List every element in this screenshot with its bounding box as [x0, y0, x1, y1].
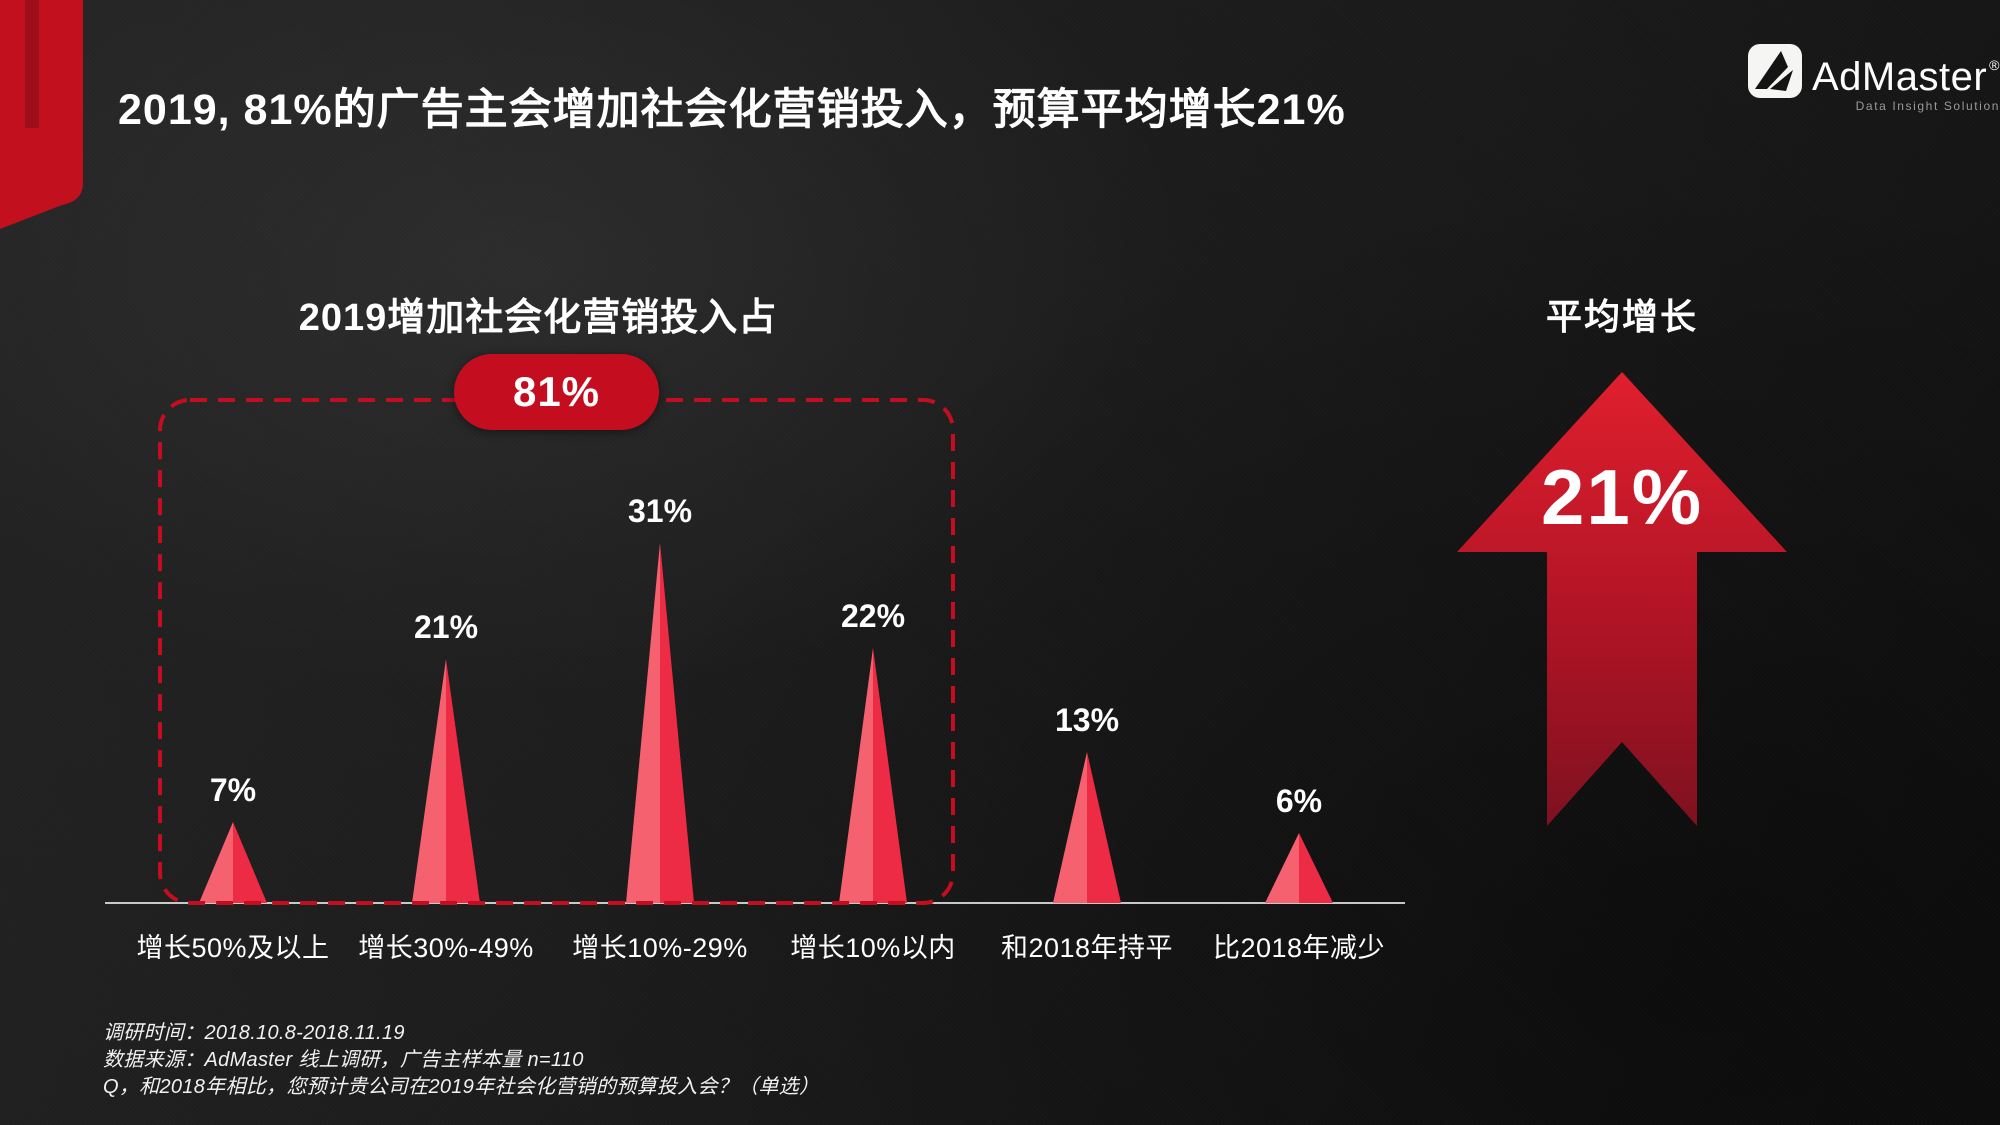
x-axis-label: 增长30%-49%	[358, 933, 534, 963]
spike-face	[412, 659, 446, 903]
x-axis-label: 增长10%以内	[790, 933, 956, 963]
spike-value-label: 13%	[1054, 702, 1120, 738]
spike-face	[446, 659, 480, 903]
admaster-logo-icon	[1748, 44, 1802, 98]
logo-wordmark: AdMaster ®	[1812, 55, 2000, 99]
x-axis-label: 增长10%-29%	[572, 933, 748, 963]
spike-face	[1299, 833, 1333, 903]
chart-title: 2019增加社会化营销投入占	[298, 297, 778, 339]
average-growth-value: 21%	[1540, 453, 1704, 541]
spike-value-label: 6%	[1275, 783, 1323, 819]
spike-value-label: 7%	[209, 772, 257, 808]
spike-face	[660, 543, 694, 903]
logo-tagline: Data Insight Solution	[1855, 99, 2000, 113]
spike-face	[1265, 833, 1299, 903]
spike-bar	[199, 822, 267, 903]
average-growth-label: 平均增长	[1545, 296, 1698, 337]
up-arrow-graphic	[1457, 372, 1787, 826]
spike-face	[1087, 752, 1121, 903]
x-axis-label: 和2018年持平	[1000, 933, 1174, 963]
highlight-badge: 81%	[454, 354, 659, 430]
spike-face	[233, 822, 267, 903]
arrow-glyph-icon	[1755, 51, 1793, 91]
spike-face	[873, 648, 907, 903]
admaster-logo: AdMaster ® Data Insight Solution	[1748, 44, 2000, 113]
spike-face	[626, 543, 660, 903]
footnote-question: Q，和2018年相比，您预计贵公司在2019年社会化营销的预算投入会？（单选）	[103, 1076, 820, 1098]
spike-value-label: 31%	[627, 493, 693, 529]
spike-value-label: 21%	[413, 609, 479, 645]
footnote-data-source: 数据来源：AdMaster 线上调研，广告主样本量 n=110	[103, 1049, 584, 1071]
spike-bar	[626, 543, 694, 903]
spike-value-label: 22%	[840, 598, 906, 634]
spike-bar	[412, 659, 480, 903]
page-title: 2019, 81%的广告主会增加社会化营销投入，预算平均增长21%	[118, 85, 1346, 134]
highlight-dashed-outline	[158, 398, 955, 905]
footnotes: 调研时间：2018.10.8-2018.11.19 数据来源：AdMaster …	[103, 1020, 819, 1101]
spike-face	[199, 822, 233, 903]
registered-mark: ®	[1989, 57, 2000, 73]
corner-ribbon-decoration	[0, 0, 83, 229]
spike-face	[1053, 752, 1087, 903]
x-axis-label: 比2018年减少	[1212, 933, 1386, 963]
spike-bar	[1265, 833, 1333, 903]
x-axis-label: 增长50%及以上	[136, 933, 330, 963]
footnote-survey-time: 调研时间：2018.10.8-2018.11.19	[103, 1022, 405, 1044]
logo-text-block: AdMaster ® Data Insight Solution	[1812, 44, 2000, 113]
spike-face	[839, 648, 873, 903]
spike-bar	[839, 648, 907, 903]
spike-bar	[1053, 752, 1121, 903]
